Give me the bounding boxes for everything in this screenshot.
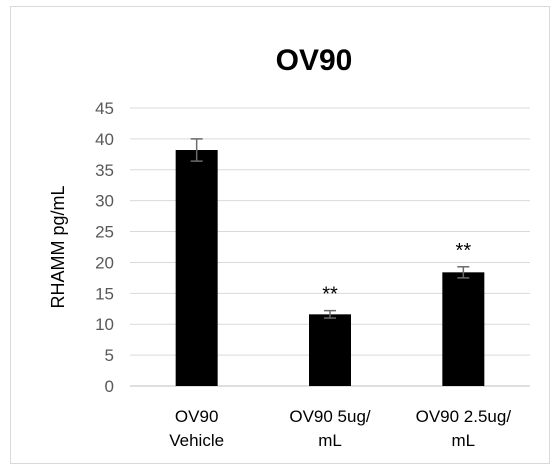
y-tick-label: 40 — [95, 130, 114, 149]
y-tick-label: 10 — [95, 315, 114, 334]
y-tick-label: 0 — [105, 377, 114, 396]
x-axis-labels: OV90 Vehicle OV90 5ug/mL OV90 2.5ug/mL — [169, 407, 511, 450]
y-axis-ticks: 0 5 10 15 20 25 30 35 40 45 — [95, 99, 114, 396]
bar — [442, 272, 485, 386]
y-tick-label: 5 — [105, 346, 114, 365]
x-category-label: OV90 5ug/ — [289, 407, 371, 426]
bars: ** ** — [175, 138, 485, 386]
y-tick-label: 15 — [95, 284, 114, 303]
significance-marker: ** — [456, 240, 472, 262]
y-tick-label: 30 — [95, 192, 114, 211]
y-axis-label: RHAMM pg/mL — [48, 185, 68, 308]
bar — [309, 314, 351, 386]
x-category-label: mL — [318, 431, 342, 450]
y-tick-label: 25 — [95, 223, 114, 242]
significance-marker: ** — [322, 284, 338, 306]
x-category-label: mL — [452, 431, 476, 450]
y-tick-label: 45 — [95, 99, 114, 118]
y-tick-label: 35 — [95, 161, 114, 180]
chart-title: OV90 — [276, 44, 353, 77]
x-category-label: Vehicle — [169, 431, 224, 450]
chart-frame — [10, 6, 550, 464]
bar — [175, 150, 218, 386]
y-tick-label: 20 — [95, 253, 114, 272]
x-category-label: OV90 2.5ug/ — [416, 407, 512, 426]
x-category-label: OV90 — [175, 407, 218, 426]
